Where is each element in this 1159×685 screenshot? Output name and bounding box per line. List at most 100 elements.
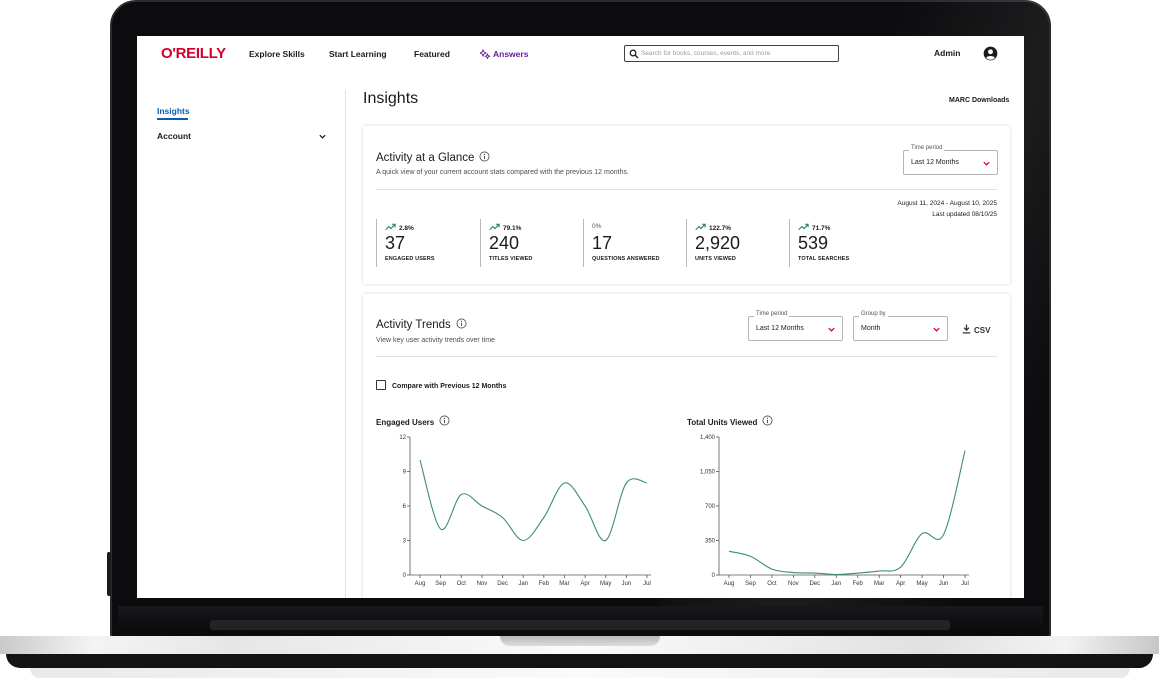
- info-icon[interactable]: [456, 318, 467, 329]
- y-tick-label: 9: [403, 470, 407, 476]
- y-tick-label: 3: [403, 539, 407, 545]
- stat-trend: 122.7%: [695, 223, 731, 232]
- glance-subtitle: A quick view of your current account sta…: [376, 169, 629, 176]
- user-account-icon[interactable]: [983, 46, 998, 61]
- x-tick-label: Apr: [580, 581, 589, 587]
- y-tick-label: 350: [705, 539, 716, 545]
- trending-up-icon: [695, 223, 706, 231]
- x-tick-label: Feb: [853, 581, 864, 587]
- compare-checkbox[interactable]: [376, 380, 386, 390]
- marc-downloads-link[interactable]: MARC Downloads: [949, 97, 1010, 104]
- chevron-down-icon: [933, 327, 940, 332]
- nav-featured[interactable]: Featured: [414, 49, 450, 59]
- stats-row: 2.8% 37 ENGAGED USERS 79.1% 240 TITLES V…: [376, 219, 896, 267]
- x-tick-label: Jun: [939, 581, 949, 587]
- trends-title: Activity Trends: [376, 318, 467, 331]
- x-tick-label: May: [600, 581, 611, 587]
- stat-engaged-users: 2.8% 37 ENGAGED USERS: [376, 219, 479, 267]
- y-tick-label: 0: [712, 573, 716, 579]
- y-tick-label: 1,400: [700, 435, 716, 441]
- chevron-down-icon[interactable]: [318, 132, 327, 141]
- oreilly-logo[interactable]: O'REILLY: [161, 45, 226, 62]
- y-tick-label: 700: [705, 504, 716, 510]
- stat-trend-value: 71.7%: [812, 225, 831, 232]
- top-header: O'REILLY Explore Skills Start Learning F…: [137, 36, 1024, 74]
- info-icon[interactable]: [439, 415, 450, 426]
- info-icon[interactable]: [479, 151, 490, 162]
- laptop-bottom-edge: [30, 668, 1130, 678]
- stat-titles-viewed: 79.1% 240 TITLES VIEWED: [480, 219, 583, 267]
- x-tick-label: Oct: [767, 581, 777, 587]
- series-line: [728, 450, 966, 576]
- x-tick-label: Sep: [435, 581, 446, 587]
- sidebar-active-indicator: [157, 118, 188, 120]
- stat-label: UNITS VIEWED: [695, 256, 736, 262]
- stat-value: 37: [385, 233, 406, 253]
- x-tick-label: Feb: [539, 581, 550, 587]
- search-box[interactable]: [624, 45, 839, 62]
- select-label: Time period: [754, 311, 790, 317]
- x-tick-label: Jul: [961, 581, 969, 587]
- stat-label: ENGAGED USERS: [385, 256, 435, 262]
- chart-title-text: Total Units Viewed: [687, 418, 758, 427]
- glance-time-period-select[interactable]: Time period Last 12 Months: [903, 145, 998, 175]
- stat-trend-value: 122.7%: [709, 225, 732, 232]
- trends-title-text: Activity Trends: [376, 319, 451, 331]
- stat-trend: 2.8%: [385, 223, 414, 232]
- stat-total-searches: 71.7% 539 TOTAL SEARCHES: [789, 219, 892, 267]
- trends-time-period-select[interactable]: Time period Last 12 Months: [748, 311, 843, 341]
- x-tick-label: Jul: [643, 581, 651, 587]
- stat-units-viewed: 122.7% 2,920 UNITS VIEWED: [686, 219, 789, 267]
- stat-trend: 0%: [592, 223, 601, 230]
- stat-label: QUESTIONS ANSWERED: [592, 256, 660, 262]
- x-tick-label: Dec: [497, 581, 508, 587]
- stat-trend: 71.7%: [798, 223, 830, 232]
- sidebar-item-insights[interactable]: Insights: [157, 106, 190, 116]
- x-tick-label: Nov: [477, 581, 488, 587]
- info-icon[interactable]: [762, 415, 773, 426]
- compare-checkbox-row[interactable]: Compare with Previous 12 Months: [376, 375, 506, 393]
- select-label: Time period: [909, 145, 945, 151]
- sidebar-item-account[interactable]: Account: [157, 131, 191, 141]
- trending-up-icon: [385, 223, 396, 231]
- admin-label[interactable]: Admin: [934, 48, 961, 58]
- x-tick-label: Oct: [457, 581, 467, 587]
- x-tick-label: Mar: [559, 581, 569, 587]
- glance-title-text: Activity at a Glance: [376, 152, 475, 164]
- stat-value: 2,920: [695, 233, 741, 253]
- nav-answers[interactable]: Answers: [480, 49, 528, 59]
- search-input[interactable]: [641, 48, 836, 59]
- nav-start-learning[interactable]: Start Learning: [329, 49, 387, 59]
- csv-label: CSV: [974, 326, 991, 335]
- activity-trends-card: Activity Trends View key user activity t…: [363, 294, 1010, 598]
- compare-label: Compare with Previous 12 Months: [392, 383, 507, 390]
- csv-download-button[interactable]: CSV: [962, 324, 990, 335]
- total-units-viewed-chart: 0 350 700 1,050 1,400 Aug Sep Oct Nov Dec Jan Feb Ma…: [700, 435, 969, 587]
- y-tick-label: 6: [403, 504, 407, 510]
- stat-value: 17: [592, 233, 613, 253]
- trends-divider: [376, 356, 997, 357]
- stat-value: 240: [489, 233, 520, 253]
- chart-title-text: Engaged Users: [376, 418, 435, 427]
- select-label: Group by: [859, 311, 888, 317]
- group-by-select[interactable]: Group by Month: [853, 311, 948, 341]
- trending-up-icon: [798, 223, 809, 231]
- x-tick-label: Mar: [874, 581, 884, 587]
- nav-explore-skills[interactable]: Explore Skills: [249, 49, 305, 59]
- laptop-notch: [500, 636, 660, 646]
- x-tick-label: Sep: [745, 581, 756, 587]
- y-tick-label: 12: [399, 435, 406, 441]
- x-tick-label: Dec: [809, 581, 820, 587]
- x-tick-label: Jun: [622, 581, 632, 587]
- select-value: Last 12 Months: [756, 325, 804, 332]
- stat-trend-value: 79.1%: [503, 225, 522, 232]
- y-tick-label: 0: [403, 573, 407, 579]
- glance-divider: [376, 189, 997, 190]
- stat-value: 539: [798, 233, 829, 253]
- stat-label: TOTAL SEARCHES: [798, 256, 850, 262]
- series-line: [419, 459, 648, 542]
- select-value: Month: [861, 325, 881, 332]
- stat-trend: 79.1%: [489, 223, 521, 232]
- glance-title: Activity at a Glance: [376, 151, 490, 164]
- x-tick-label: Jan: [831, 581, 841, 587]
